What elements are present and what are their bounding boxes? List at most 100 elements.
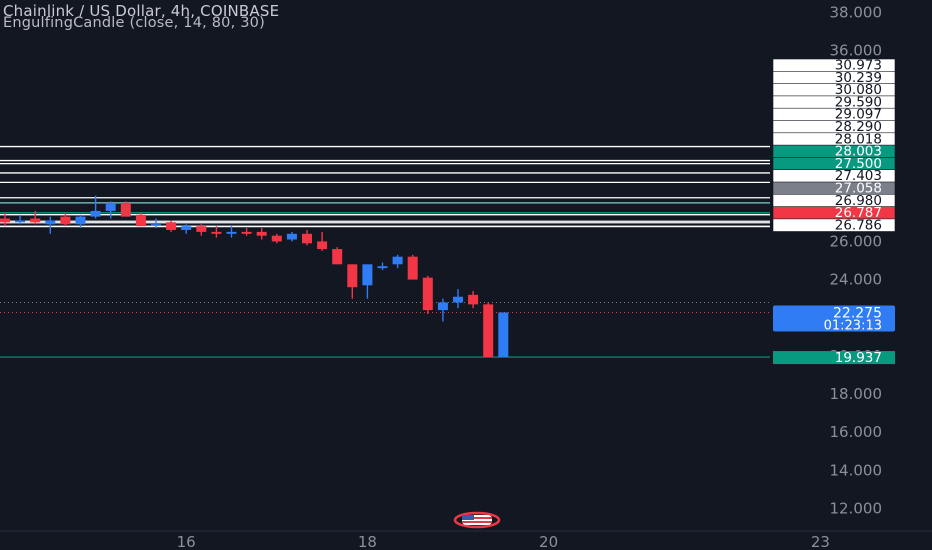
level-label-3: 29.590 [772, 94, 896, 110]
candle-27 [407, 254, 418, 280]
candle-0 [0, 212, 10, 227]
us-flag-icon[interactable] [453, 511, 501, 529]
candles [0, 195, 509, 358]
candle-body-27 [407, 256, 418, 280]
level-label-text-6: 28.018 [835, 131, 882, 147]
candle-body-12 [181, 226, 192, 230]
level-label-5: 28.290 [772, 119, 896, 135]
candle-body-23 [347, 264, 358, 288]
current-price-bg [773, 305, 895, 332]
candle-22 [332, 247, 343, 265]
level-label-text-3: 29.590 [835, 94, 882, 110]
level-label-text-0: 30.973 [835, 58, 882, 74]
y-tick-label-1: 14.000 [830, 461, 883, 479]
candle-body-8 [120, 203, 131, 217]
candle-body-10 [151, 224, 161, 226]
level-label-text-4: 29.097 [835, 107, 882, 123]
level-label-8: 27.500 [772, 156, 896, 172]
level-label-11: 26.980 [772, 193, 896, 209]
candle-body-16 [241, 231, 252, 234]
candle-23 [347, 264, 358, 299]
level-label-text-10: 27.058 [835, 181, 882, 197]
candle-body-28 [422, 277, 433, 311]
candle-9 [135, 212, 146, 227]
y-tick-label-12: 36.000 [830, 42, 883, 60]
candle-body-3 [45, 220, 56, 225]
candle-8 [120, 201, 131, 217]
y-tick-label-13: 38.000 [830, 4, 883, 22]
level-label-text-11: 26.980 [835, 193, 882, 209]
candle-body-26 [392, 256, 403, 265]
candle-30 [453, 289, 463, 309]
level-label-13: 26.786 [772, 217, 896, 233]
y-tick-label-0: 12.000 [830, 499, 883, 517]
level-label-text-7: 28.003 [835, 144, 882, 160]
candle-body-29 [437, 302, 448, 311]
candle-26 [392, 254, 403, 269]
candle-body-14 [211, 231, 222, 234]
candle-body-17 [256, 231, 267, 236]
candle-body-11 [166, 222, 177, 230]
y-tick-label-3: 18.000 [830, 385, 883, 403]
candle-body-9 [135, 214, 146, 227]
candle-31 [468, 291, 479, 309]
low-price-label: 19.937 [773, 350, 895, 366]
x-tick-label-3: 23 [811, 533, 830, 550]
level-label-0: 30.973 [772, 58, 896, 74]
candle-10 [151, 218, 161, 229]
x-tick-label-2: 20 [539, 533, 558, 550]
candle-body-18 [271, 235, 282, 242]
candle-body-13 [196, 226, 207, 232]
level-label-text-8: 27.500 [835, 156, 882, 172]
chart-title[interactable]: Chainlink / US Dollar, 4h, COINBASE [3, 2, 280, 20]
candle-body-25 [377, 266, 388, 269]
low-price-bg [773, 351, 895, 365]
candle-25 [377, 262, 388, 271]
low-price-text: 19.937 [835, 350, 882, 366]
level-label-9: 27.403 [772, 168, 896, 184]
level-label-10: 27.058 [772, 181, 896, 197]
level-label-text-2: 30.080 [835, 82, 882, 98]
level-label-7: 28.003 [772, 144, 896, 160]
candle-body-4 [60, 216, 71, 225]
candle-32 [483, 302, 494, 358]
candle-body-1 [15, 220, 26, 223]
candle-body-19 [286, 233, 297, 240]
level-labels: 30.97330.23930.08029.59029.09728.29028.0… [772, 58, 896, 366]
y-tick-label-2: 16.000 [830, 423, 883, 441]
candle-body-6 [90, 210, 101, 217]
candle-4 [60, 212, 71, 227]
candle-body-21 [317, 241, 328, 250]
x-tick-label-0: 16 [177, 533, 196, 550]
candle-18 [271, 233, 282, 244]
candle-1 [15, 214, 26, 225]
level-label-6: 28.018 [772, 131, 896, 147]
candle-3 [45, 216, 56, 234]
candle-15 [226, 226, 237, 238]
candle-14 [211, 226, 222, 238]
candle-2 [30, 210, 41, 225]
candle-19 [286, 231, 297, 242]
candle-20 [302, 229, 312, 246]
time-axis[interactable]: 16 18 20 23 [0, 530, 932, 550]
level-label-text-9: 27.403 [835, 168, 882, 184]
candle-24 [362, 264, 373, 299]
candle-body-24 [362, 264, 373, 286]
candle-body-33 [498, 312, 509, 358]
countdown-text: 01:23:13 [824, 318, 882, 333]
candle-16 [241, 228, 252, 236]
level-label-1: 30.239 [772, 70, 896, 86]
candle-6 [90, 195, 101, 219]
candle-body-5 [75, 216, 86, 225]
candle-body-7 [105, 203, 116, 211]
level-lines [0, 145, 770, 358]
candle-body-20 [302, 233, 312, 244]
candle-21 [317, 231, 328, 251]
candle-body-2 [30, 218, 41, 223]
candle-12 [181, 224, 192, 234]
level-label-text-5: 28.290 [835, 119, 882, 135]
indicator-legend[interactable]: EngulfingCandle (close, 14, 80, 30) [3, 15, 265, 31]
level-label-text-1: 30.239 [835, 70, 882, 86]
